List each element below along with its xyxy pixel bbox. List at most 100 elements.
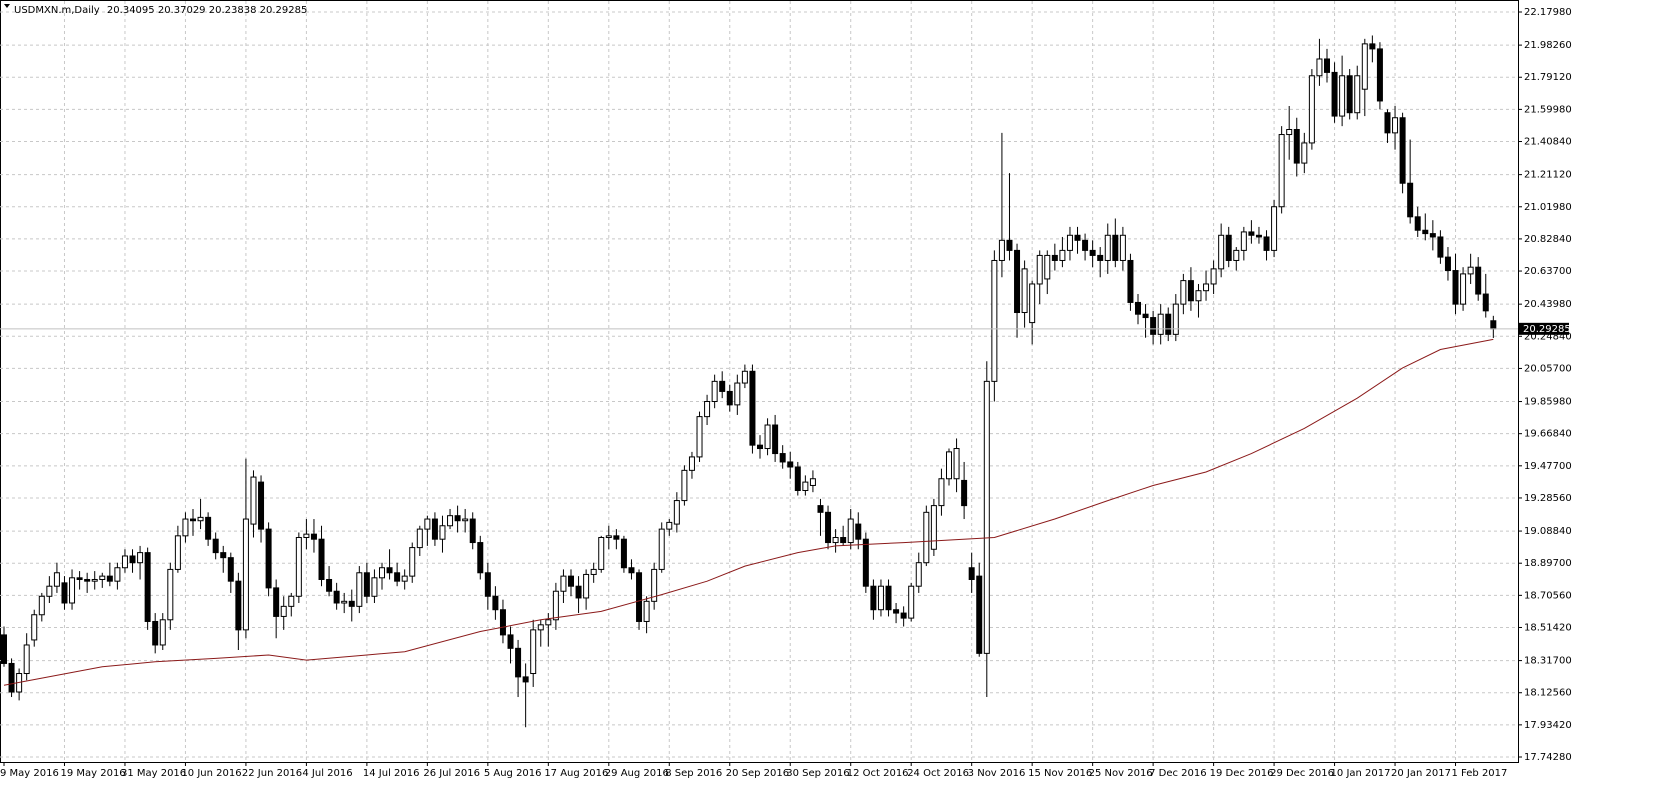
candle-body	[741, 370, 748, 384]
candle-body	[998, 239, 1005, 261]
marks	[0, 35, 1518, 728]
candle-body	[1225, 234, 1232, 261]
candle-body	[1444, 256, 1451, 272]
candle-body	[1437, 236, 1444, 258]
candle-body	[734, 382, 741, 406]
candle-body	[1452, 270, 1459, 305]
candle-body	[205, 516, 212, 540]
candle-body	[1407, 182, 1414, 218]
x-tick-label: 10 Jan 2017	[1331, 768, 1391, 779]
candle-body	[265, 528, 272, 589]
candle-body	[114, 567, 121, 582]
candle-body	[568, 575, 574, 587]
candle-body	[1135, 301, 1141, 315]
candle-body	[371, 577, 378, 597]
candle-body	[1006, 239, 1013, 251]
candle-body	[938, 478, 945, 507]
candle-body	[1460, 273, 1467, 305]
candle-body	[1339, 75, 1346, 117]
candle-body	[424, 518, 431, 530]
y-tick-label: 19.66840	[1524, 429, 1572, 440]
candle-body	[1127, 259, 1134, 303]
candle-body	[605, 535, 612, 539]
header-open: 20.34095	[107, 5, 155, 16]
candle-body	[326, 578, 333, 592]
candle-body	[1482, 293, 1489, 312]
candle-body	[1301, 142, 1308, 164]
plot-frame	[0, 0, 1519, 763]
x-tick-label: 5 Aug 2016	[484, 768, 542, 779]
candle-body	[137, 552, 144, 564]
candle-body	[1422, 229, 1429, 235]
candle-body	[477, 542, 484, 574]
header-low: 20.23838	[209, 5, 257, 16]
candle-body	[363, 572, 370, 597]
y-tick-label: 20.63700	[1524, 266, 1572, 277]
candle-body	[598, 537, 605, 570]
candle-body	[772, 424, 779, 455]
candle-body	[953, 448, 960, 480]
candle-body	[1097, 254, 1104, 261]
candle-body	[91, 578, 98, 582]
candle-body	[1218, 234, 1225, 270]
x-tick-label: 4 Jul 2016	[302, 768, 352, 779]
candle-body	[1293, 129, 1300, 164]
grid	[0, 1, 1522, 766]
candle-body	[507, 634, 514, 649]
x-tick-label: 3 Nov 2016	[968, 768, 1026, 779]
candle-body	[1346, 75, 1353, 114]
candle-body	[182, 518, 189, 537]
candle-body	[1044, 254, 1051, 280]
candle-body	[1271, 206, 1278, 251]
candle-body	[227, 557, 234, 582]
candle-body	[31, 614, 38, 641]
candle-body	[1392, 117, 1399, 134]
y-tick-label: 21.40840	[1524, 137, 1572, 148]
candle-body	[1051, 254, 1058, 261]
candle-body	[1074, 234, 1081, 241]
candle-body	[1180, 280, 1187, 305]
candle-body	[915, 562, 922, 587]
candle-body	[636, 572, 643, 622]
candle-body	[341, 600, 348, 604]
candle-body	[1376, 48, 1383, 102]
candle-body	[696, 416, 703, 458]
candle-body	[1036, 254, 1043, 285]
candle-body	[545, 619, 552, 626]
candle-body	[537, 624, 544, 631]
candle-body	[575, 585, 582, 599]
candle-body	[628, 567, 635, 574]
candle-body	[23, 644, 30, 675]
y-tick-label: 21.21120	[1524, 170, 1572, 181]
x-tick-label: 26 Jul 2016	[423, 768, 480, 779]
candle-body	[1369, 43, 1376, 50]
candle-body	[159, 619, 166, 646]
candle-body	[590, 568, 597, 575]
x-tick-label: 22 Jun 2016	[242, 768, 302, 779]
last-price-box	[1519, 322, 1569, 335]
candle-body	[1021, 268, 1028, 314]
candle-body	[409, 547, 416, 577]
x-tick-label: 20 Sep 2016	[726, 768, 789, 779]
y-tick-label: 21.98260	[1524, 40, 1572, 51]
candle-body	[273, 587, 280, 617]
candle-body	[1286, 129, 1293, 136]
candle-body	[431, 518, 438, 540]
candle-body	[348, 600, 355, 607]
x-tick-label: 9 May 2016	[0, 768, 59, 779]
candle-body	[454, 515, 461, 522]
candle-body	[1414, 216, 1421, 231]
x-tick-label: 15 Nov 2016	[1028, 768, 1092, 779]
y-tick-label: 20.05700	[1524, 363, 1572, 374]
candle-body	[469, 518, 476, 544]
candle-body	[53, 572, 60, 587]
candle-body	[983, 380, 990, 654]
candle-body	[877, 585, 884, 611]
candle-body	[809, 478, 816, 486]
y-tick-label: 17.74280	[1524, 752, 1572, 763]
candle-body	[862, 538, 869, 587]
candle-body	[583, 573, 590, 599]
candle-body	[69, 577, 76, 604]
candle-body	[416, 528, 423, 549]
candle-body	[613, 535, 620, 540]
